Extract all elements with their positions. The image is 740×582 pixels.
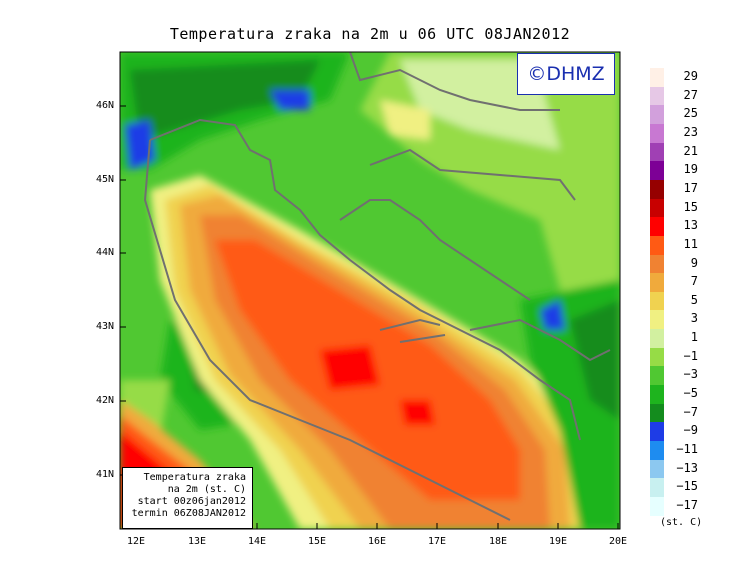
legend-swatch <box>650 217 664 237</box>
legend-label: 1 <box>690 330 698 345</box>
lat-tick: 43N <box>95 321 114 332</box>
legend-label: 7 <box>690 274 698 289</box>
legend-swatch <box>650 198 664 218</box>
dhmz-logo: ©DHMZ <box>517 53 615 95</box>
info-line-1: Temperatura zraka <box>143 472 246 483</box>
legend-swatch <box>650 142 664 162</box>
legend-swatch <box>650 105 664 125</box>
lat-tick: 44N <box>95 247 114 258</box>
legend-swatch <box>650 347 664 367</box>
lat-tick: 41N <box>95 469 114 480</box>
legend-label: −15 <box>676 479 698 494</box>
legend-swatch <box>650 366 664 386</box>
lat-tick: 45N <box>95 174 114 185</box>
legend-swatch <box>650 385 664 405</box>
legend-swatch <box>650 441 664 461</box>
legend-swatch <box>650 235 664 255</box>
legend-swatch <box>650 273 664 293</box>
legend-label: −13 <box>676 460 698 475</box>
info-line-2: na 2m (st. C) <box>167 484 246 495</box>
legend-label: 17 <box>683 180 698 195</box>
legend-swatch <box>650 422 664 442</box>
lon-tick: 19E <box>548 536 568 547</box>
lat-tick: 42N <box>95 395 114 406</box>
legend-label: −9 <box>683 423 698 438</box>
legend-label: 19 <box>683 162 698 177</box>
lon-tick: 12E <box>126 536 146 547</box>
lon-tick: 13E <box>187 536 207 547</box>
legend-label: −7 <box>683 404 698 419</box>
legend-swatch <box>650 86 664 106</box>
info-line-3: start 00z06jan2012 <box>137 496 246 507</box>
legend-label: 29 <box>683 69 698 83</box>
lon-tick: 17E <box>427 536 447 547</box>
legend-label: 5 <box>690 292 698 307</box>
legend-label: 15 <box>683 199 698 214</box>
info-line-4: termin 06Z08JAN2012 <box>131 508 246 519</box>
info-box: Temperatura zraka na 2m (st. C) start 00… <box>122 467 253 529</box>
legend-swatch <box>650 403 664 423</box>
legend-label: −11 <box>676 442 698 456</box>
lon-tick: 20E <box>608 536 628 547</box>
legend-label: −17 <box>676 497 698 512</box>
legend-swatch <box>650 68 664 88</box>
chart-title: Temperatura zraka na 2m u 06 UTC 08JAN20… <box>169 25 571 43</box>
legend-label: 3 <box>690 311 698 326</box>
legend-label: −5 <box>683 386 698 401</box>
legend-swatch <box>650 254 664 274</box>
legend-swatch <box>650 459 664 479</box>
legend-unit: (st. C) <box>660 517 703 528</box>
lon-tick: 14E <box>247 536 267 547</box>
lon-tick: 16E <box>367 536 387 547</box>
legend-swatch <box>650 161 664 181</box>
legend-swatch <box>650 496 664 517</box>
legend-label: 21 <box>683 143 698 158</box>
legend-swatch <box>650 179 664 200</box>
legend-label: 9 <box>690 255 698 270</box>
legend-label: 27 <box>683 87 698 102</box>
lon-tick: 15E <box>307 536 327 547</box>
legend-label: 25 <box>683 106 698 121</box>
legend-swatch <box>650 310 664 330</box>
legend-swatch <box>650 123 664 144</box>
legend-swatch <box>650 329 664 349</box>
legend-swatch <box>650 291 664 311</box>
legend-label: −3 <box>683 367 698 382</box>
legend-swatch <box>650 478 664 498</box>
legend-label: −1 <box>683 348 698 363</box>
lon-tick: 18E <box>488 536 508 547</box>
legend-label: 11 <box>683 236 698 251</box>
legend-label: 23 <box>683 124 698 139</box>
lat-tick: 46N <box>95 100 114 111</box>
legend-label: 13 <box>683 218 698 233</box>
